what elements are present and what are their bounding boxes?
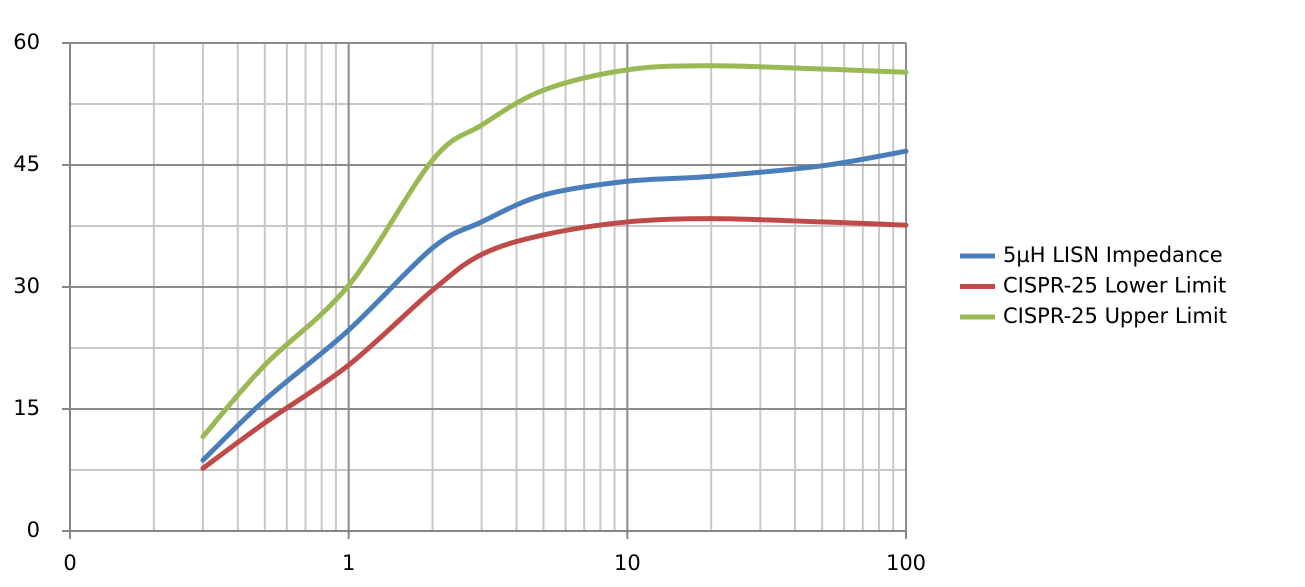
x-tick-label: 10 [614, 551, 641, 575]
x-tick-label: 1 [342, 551, 355, 575]
data-line [200, 216, 909, 471]
data-line [200, 63, 909, 440]
x-tick-label: 0 [63, 551, 76, 575]
legend-label: CISPR-25 Upper Limit [1003, 304, 1227, 328]
legend-label: CISPR-25 Lower Limit [1003, 274, 1226, 298]
y-tick-label: 30 [13, 274, 40, 298]
y-tick-label: 60 [13, 30, 40, 54]
y-tick-label: 0 [27, 518, 40, 542]
data-line [200, 148, 909, 463]
legend-label: 5µH LISN Impedance [1003, 243, 1223, 267]
x-tick-label: 100 [886, 551, 926, 575]
y-tick-label: 15 [13, 396, 40, 420]
y-tick-label: 45 [13, 152, 40, 176]
